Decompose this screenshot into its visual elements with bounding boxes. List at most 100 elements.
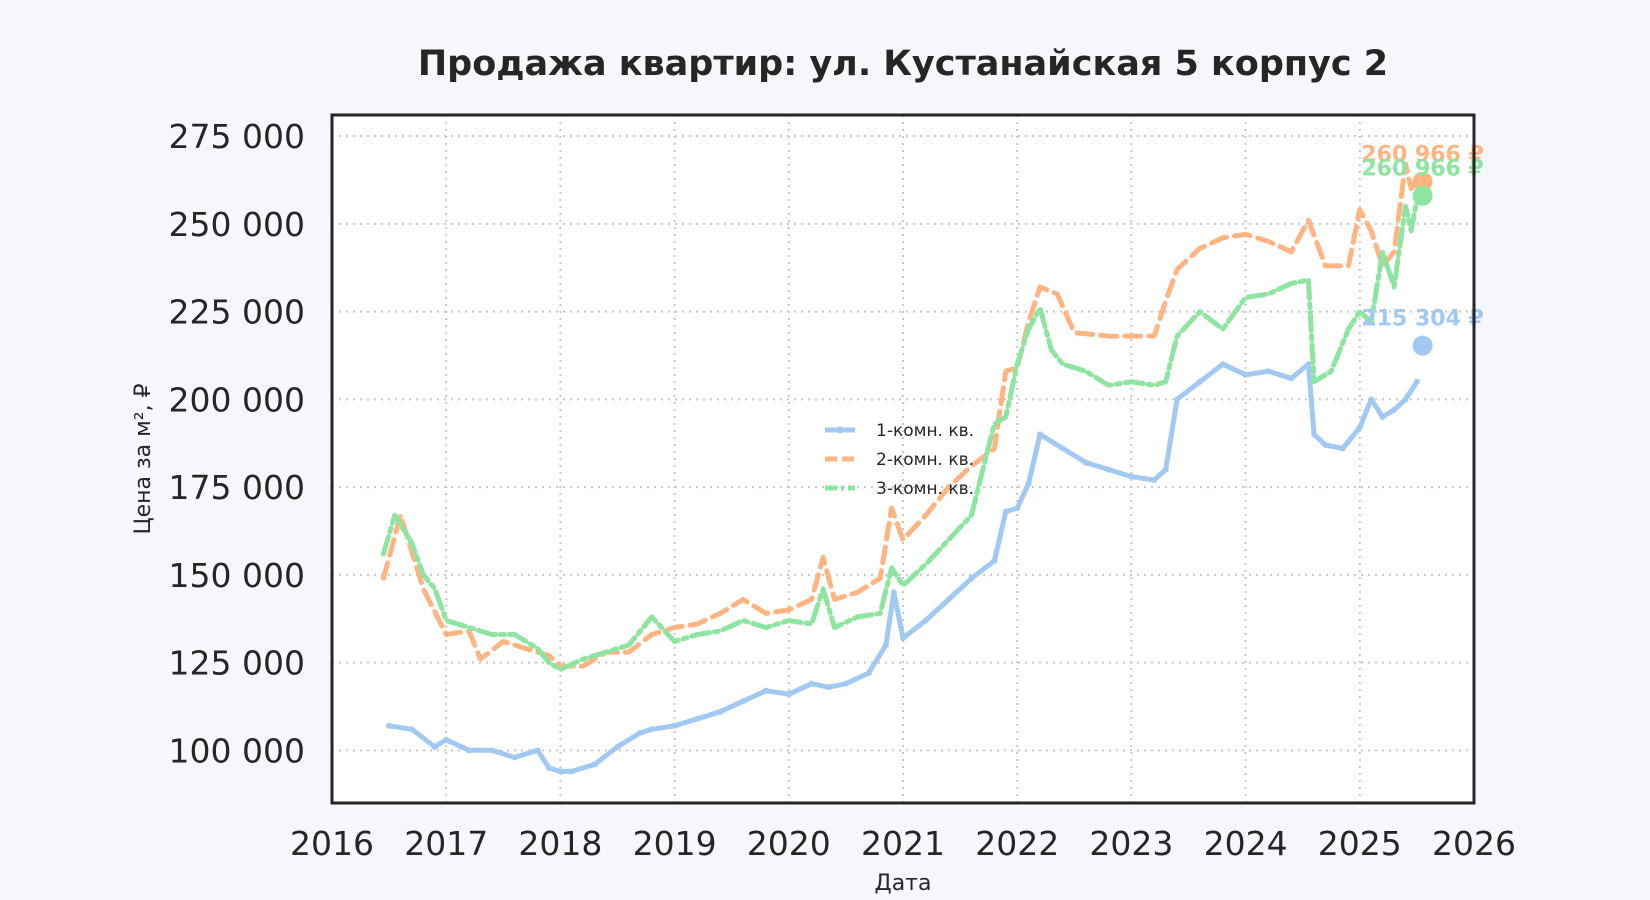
data-point xyxy=(762,687,769,694)
y-tick-label: 175 000 xyxy=(169,468,305,507)
data-point xyxy=(968,575,975,582)
data-point xyxy=(1242,371,1249,378)
data-point xyxy=(1311,431,1318,438)
data-point xyxy=(842,680,849,687)
data-point xyxy=(637,729,644,736)
data-point xyxy=(591,761,598,768)
data-point xyxy=(900,635,906,642)
y-tick-label: 125 000 xyxy=(169,644,305,683)
data-point xyxy=(1288,375,1295,382)
data-point xyxy=(1402,396,1409,403)
data-point xyxy=(1379,413,1386,420)
x-axis-label: Дата xyxy=(875,871,932,896)
endpoint-label: 260 966 ₽ xyxy=(1361,143,1483,168)
y-tick-label: 225 000 xyxy=(169,293,305,332)
data-point xyxy=(1082,459,1089,466)
x-tick-label: 2024 xyxy=(1204,824,1288,863)
data-point xyxy=(1265,368,1272,375)
y-tick-label: 250 000 xyxy=(169,205,305,244)
data-point xyxy=(1322,441,1329,448)
legend-label: 3-комн. кв. xyxy=(876,479,974,499)
x-tick-label: 2023 xyxy=(1089,824,1173,863)
data-point xyxy=(443,736,450,743)
data-point xyxy=(1151,477,1158,484)
data-point xyxy=(1128,473,1135,480)
data-point xyxy=(1162,466,1169,473)
legend-marker xyxy=(836,426,844,434)
y-tick-label: 275 000 xyxy=(169,117,305,156)
x-tick-label: 2021 xyxy=(861,824,945,863)
data-point xyxy=(648,726,655,733)
x-tick-label: 2018 xyxy=(518,824,602,863)
data-point xyxy=(1014,505,1021,512)
data-point xyxy=(545,764,552,771)
x-tick-label: 2026 xyxy=(1432,824,1516,863)
plot-frame xyxy=(330,113,1476,805)
endpoint-label: 215 304 ₽ xyxy=(1361,307,1483,332)
data-point xyxy=(945,596,952,603)
data-point xyxy=(1391,406,1398,413)
data-point xyxy=(1002,508,1009,515)
data-point xyxy=(431,743,438,750)
data-point xyxy=(1025,480,1032,487)
endpoint-marker xyxy=(1412,335,1433,356)
data-point xyxy=(408,726,415,733)
data-point xyxy=(882,642,889,649)
data-point xyxy=(568,768,575,775)
data-point xyxy=(1105,466,1112,473)
legend-label: 2-комн. кв. xyxy=(876,450,974,470)
y-tick-label: 200 000 xyxy=(169,380,305,419)
data-point xyxy=(614,743,621,750)
data-point xyxy=(1356,424,1363,431)
chart-title: Продажа квартир: ул. Кустанайская 5 корп… xyxy=(418,44,1388,84)
y-axis-ticks: 100 000 125 000 150 000 175 000 200 000 225 0… xyxy=(169,117,305,770)
data-point xyxy=(740,698,747,705)
data-point xyxy=(466,747,473,754)
x-tick-label: 2022 xyxy=(975,824,1059,863)
series-line-3 xyxy=(380,196,1420,673)
legend: 1-комн. кв. 2-комн. кв. 3-комн. кв. xyxy=(825,421,974,499)
data-point xyxy=(825,684,832,691)
y-tick-label: 150 000 xyxy=(169,556,305,595)
data-point xyxy=(1059,445,1066,452)
data-point xyxy=(890,589,897,596)
x-tick-label: 2025 xyxy=(1318,824,1402,863)
data-point xyxy=(1219,361,1226,368)
data-point xyxy=(694,715,701,722)
series-line-1 xyxy=(386,361,1420,774)
data-point xyxy=(808,680,815,687)
endpoint-marker xyxy=(1412,171,1433,192)
x-axis-ticks: 2016 2017 2018 2019 2020 2021 2022 2023 2024 2025… xyxy=(290,824,1516,863)
data-point xyxy=(386,722,393,729)
data-point xyxy=(1368,396,1375,403)
x-tick-label: 2019 xyxy=(633,824,717,863)
data-point xyxy=(991,557,998,564)
endpoint-label: 260 966 ₽ xyxy=(1361,157,1483,182)
data-point xyxy=(671,722,678,729)
endpoint-markers: 260 966 ₽260 966 ₽ 215 304 ₽ xyxy=(1361,143,1484,356)
data-point xyxy=(865,670,872,677)
data-point xyxy=(1196,378,1203,385)
data-point xyxy=(511,754,518,761)
endpoint-marker xyxy=(1412,185,1433,206)
legend-label: 1-комн. кв. xyxy=(876,421,974,441)
data-point xyxy=(1339,445,1346,452)
data-point xyxy=(488,747,495,754)
x-tick-label: 2016 xyxy=(290,824,374,863)
y-tick-label: 100 000 xyxy=(169,731,305,770)
data-point xyxy=(534,747,541,754)
x-tick-label: 2017 xyxy=(404,824,488,863)
x-tick-label: 2020 xyxy=(747,824,831,863)
data-point xyxy=(1413,378,1420,385)
data-point xyxy=(1037,431,1044,438)
data-point xyxy=(1174,396,1181,403)
data-point xyxy=(1305,361,1312,368)
y-axis-label: Цена за м², ₽ xyxy=(131,383,156,534)
data-point xyxy=(557,768,564,775)
data-point xyxy=(922,617,929,624)
series-layer xyxy=(380,161,1420,775)
data-point xyxy=(785,691,792,698)
data-point xyxy=(717,708,724,715)
